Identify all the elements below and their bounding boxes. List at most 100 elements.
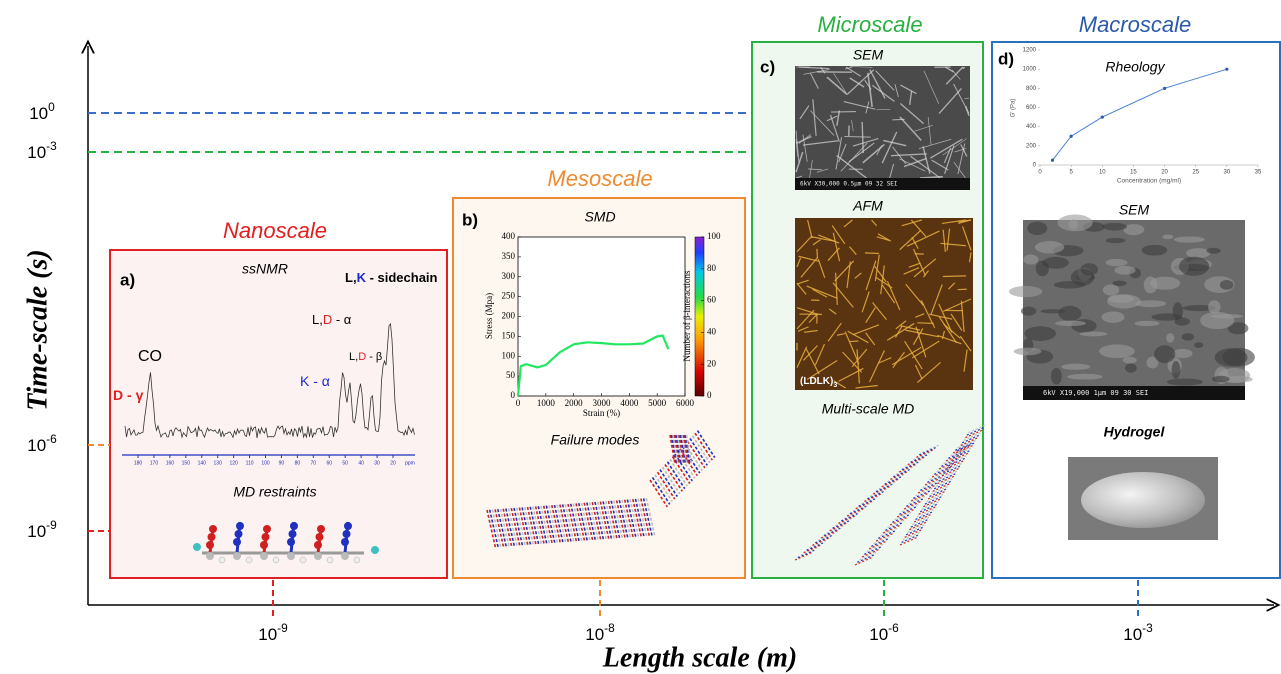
- atom: [290, 522, 298, 530]
- text-part: D: [323, 312, 332, 327]
- peak-label: L,D - α: [312, 312, 352, 327]
- figure: Time-scale (s) Length scale (m) 10010-31…: [0, 0, 1281, 674]
- y-tick-label: 400: [1026, 124, 1037, 130]
- x-tick-label: 10-8: [585, 621, 615, 644]
- spectrum-tick-label: 180: [134, 460, 143, 466]
- sem-texture: [1125, 363, 1137, 372]
- sem-texture: [1014, 348, 1042, 356]
- sem-texture: [1051, 368, 1062, 385]
- tick-exponent: -6: [46, 432, 57, 446]
- tick-base: 10: [1123, 625, 1142, 644]
- sem-texture: [1211, 314, 1244, 318]
- y-axis-label: G' (Pa): [1011, 99, 1017, 118]
- panel-letter: d): [998, 49, 1014, 68]
- x-tick-label: 1000: [537, 398, 556, 408]
- atom: [219, 557, 225, 563]
- colorbar-tick-label: 0: [707, 390, 712, 400]
- x-tick-label: 10-3: [1123, 621, 1153, 644]
- y-tick-label: 10-6: [27, 432, 57, 455]
- sem-texture: [1223, 348, 1255, 367]
- plot-title: Rheology: [1105, 59, 1165, 75]
- atom: [314, 541, 322, 549]
- sem-caption: 6kV X19,000 1μm 09 30 SEI: [1043, 389, 1148, 397]
- spectrum-tick-label: 60: [326, 460, 332, 466]
- atom: [236, 522, 244, 530]
- tick-base: 10: [258, 625, 277, 644]
- colorbar-tick-label: 100: [707, 231, 721, 241]
- sem-texture: [1102, 311, 1125, 322]
- spectrum-tick-label: 70: [311, 460, 317, 466]
- x-axis-label: Concentration (mg/ml): [1117, 178, 1181, 185]
- atom: [314, 552, 322, 560]
- modulus-point: [1051, 159, 1054, 162]
- y-axis-label: Stress (Mpa): [484, 293, 494, 339]
- y-tick-label: 800: [1026, 86, 1037, 92]
- spectrum-tick-label: 130: [214, 460, 223, 466]
- y-tick-label: 150: [502, 330, 516, 340]
- x-tick-label: 2000: [565, 398, 584, 408]
- colorbar: [695, 237, 704, 396]
- text-part: - γ: [123, 387, 143, 403]
- spectrum-tick-label: 140: [198, 460, 207, 466]
- snapshot-title: Failure modes: [551, 432, 640, 448]
- colorbar-tick-label: 20: [707, 358, 717, 368]
- sem-texture: [1123, 357, 1137, 364]
- y-tick-label: 250: [502, 291, 516, 301]
- atom: [235, 530, 243, 538]
- sem-texture: [1208, 300, 1220, 314]
- sem-texture: [1167, 378, 1203, 385]
- text-part: L,: [345, 270, 357, 285]
- tick-base: 10: [27, 436, 46, 455]
- atom: [317, 525, 325, 533]
- tick-exponent: -9: [277, 621, 288, 635]
- x-tick-label: 35: [1255, 170, 1262, 176]
- sem-texture: [1212, 376, 1229, 383]
- sem-texture: [1067, 374, 1102, 380]
- tick-exponent: -8: [604, 621, 615, 635]
- gel-drop: [1081, 472, 1205, 528]
- spectrum-tick-label: 80: [295, 460, 301, 466]
- atom: [316, 533, 324, 541]
- atom: [233, 552, 241, 560]
- text-part: D: [113, 387, 123, 403]
- colorbar-tick-label: 60: [707, 295, 717, 305]
- atom: [246, 557, 252, 563]
- modulus-point: [1101, 115, 1104, 118]
- atom: [260, 541, 268, 549]
- modulus-point: [1163, 87, 1166, 90]
- text-part: CO: [138, 348, 162, 365]
- image-title: SEM: [1119, 202, 1150, 218]
- x-axis-label: Length scale (m): [602, 642, 797, 673]
- y-tick-label: 300: [502, 271, 516, 281]
- panel-letter: a): [120, 270, 135, 289]
- tick-exponent: -3: [46, 139, 57, 153]
- y-tick-label: 50: [506, 370, 516, 380]
- y-tick-label: 350: [502, 251, 516, 261]
- plot-frame: [518, 237, 685, 396]
- tick-exponent: -6: [888, 621, 899, 635]
- atom: [341, 538, 349, 546]
- sem-texture: [1103, 284, 1119, 295]
- atom: [273, 557, 279, 563]
- y-tick-label: 1200: [1023, 48, 1037, 54]
- peak-label: CO: [138, 348, 162, 365]
- sem-texture: [1023, 254, 1038, 264]
- sem-texture: [1181, 333, 1194, 340]
- y-tick-label: 100: [29, 100, 55, 123]
- x-axis-label: Strain (%): [583, 408, 620, 418]
- afm-fibril: [850, 341, 858, 342]
- sem-texture: [1173, 302, 1183, 319]
- peak-label: L,D - β: [349, 351, 382, 363]
- spectrum-tick-label: 30: [374, 460, 380, 466]
- peak-label: D - γ: [113, 387, 144, 403]
- spectrum-tick-label: 100: [261, 460, 270, 466]
- x-tick-label: 20: [1161, 170, 1168, 176]
- sem-texture: [1042, 257, 1068, 269]
- text-part: - α: [309, 373, 330, 389]
- sem-texture: [1194, 342, 1203, 348]
- atom: [327, 557, 333, 563]
- sem-texture: [1055, 321, 1086, 327]
- sem-fiber: [844, 137, 870, 138]
- atom: [262, 533, 270, 541]
- sem-texture: [1179, 257, 1209, 276]
